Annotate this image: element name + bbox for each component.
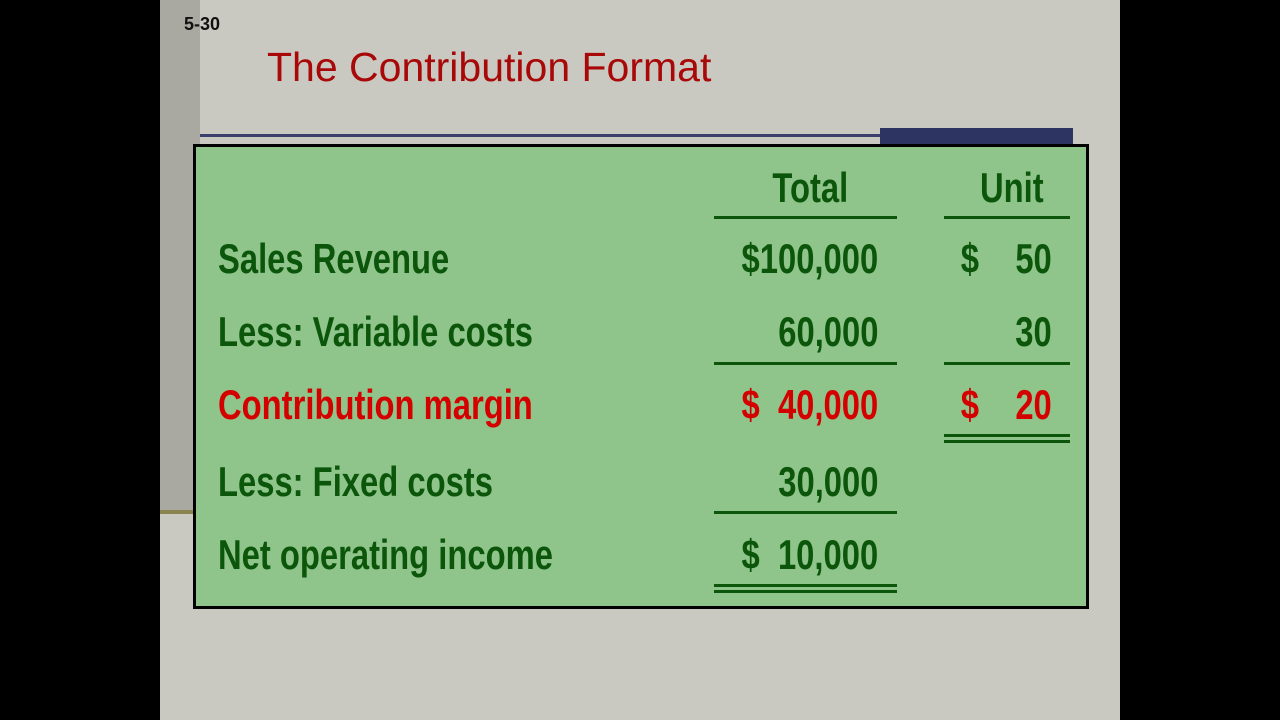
row-unit-sales: $ 50	[960, 235, 1052, 282]
net-double-underline-1	[714, 584, 897, 587]
slide-title: The Contribution Format	[267, 44, 712, 90]
variable-unit-underline	[944, 362, 1070, 365]
net-double-underline-2	[714, 590, 897, 593]
row-total-contribution: $ 40,000	[741, 381, 878, 428]
fixed-total-underline	[714, 511, 897, 514]
unit-double-underline-1	[944, 434, 1070, 437]
row-total-net-income: $ 10,000	[741, 531, 878, 578]
slide-number: 5-30	[184, 14, 221, 34]
strip-divider	[160, 510, 200, 514]
row-label-sales: Sales Revenue	[218, 235, 450, 282]
row-label-contribution: Contribution margin	[218, 381, 533, 428]
title-rule	[200, 134, 880, 137]
row-label-net-income: Net operating income	[218, 531, 553, 578]
total-header-underline	[714, 216, 897, 219]
row-total-fixed: 30,000	[777, 458, 878, 505]
header-unit: Unit	[980, 164, 1044, 211]
unit-double-underline-2	[944, 440, 1070, 443]
contribution-table: Total Unit Sales Revenue $100,000 $ 50 L…	[193, 144, 1089, 609]
row-total-variable: 60,000	[777, 308, 878, 355]
header-total: Total	[772, 164, 848, 211]
row-unit-variable: 30	[1015, 308, 1052, 355]
accent-block	[880, 128, 1073, 144]
row-unit-contribution: $ 20	[960, 381, 1052, 428]
row-label-fixed: Less: Fixed costs	[218, 458, 493, 505]
variable-total-underline	[714, 362, 897, 365]
row-total-sales: $100,000	[741, 235, 878, 282]
row-label-variable: Less: Variable costs	[218, 308, 534, 355]
unit-header-underline	[944, 216, 1070, 219]
